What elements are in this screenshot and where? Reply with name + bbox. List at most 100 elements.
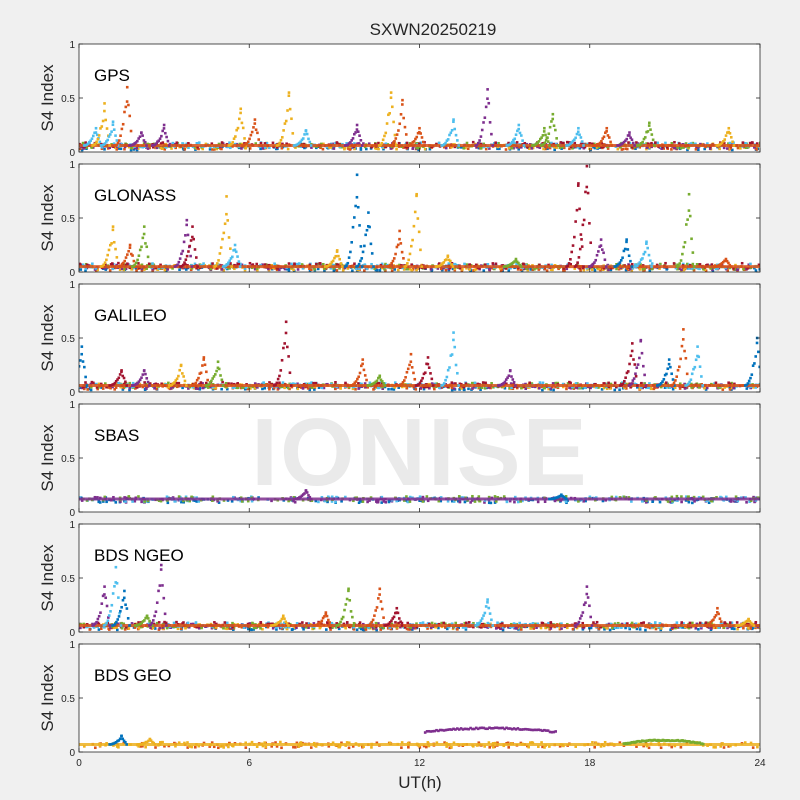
event-point (104, 118, 108, 122)
baseline-point (469, 501, 472, 504)
baseline-point (730, 386, 734, 390)
event-point (619, 259, 623, 262)
axes-background (79, 524, 760, 632)
event-point (745, 383, 748, 387)
baseline-point (426, 627, 429, 630)
baseline-point (105, 500, 108, 504)
baseline-point (666, 146, 669, 149)
event-point (573, 265, 577, 268)
baseline-point (749, 499, 753, 503)
axes-background (79, 164, 760, 272)
event-point (449, 354, 453, 357)
baseline-point (428, 386, 431, 390)
event-point (127, 249, 130, 253)
baseline-point (528, 147, 531, 150)
baseline-point (602, 386, 606, 390)
baseline-point (202, 262, 205, 265)
baseline-point (581, 386, 584, 390)
event-point (400, 250, 404, 254)
event-point (307, 494, 310, 497)
event-point (642, 364, 645, 368)
baseline-point (259, 141, 263, 145)
event-point (453, 345, 457, 349)
event-point (222, 231, 226, 235)
event-point (443, 258, 447, 262)
event-point (407, 144, 411, 147)
event-point (117, 376, 121, 380)
event-point (95, 140, 98, 144)
baseline-point (377, 141, 380, 145)
baseline-point (334, 500, 337, 504)
axes-background (79, 44, 760, 152)
baseline-point (119, 147, 123, 151)
baseline-point (625, 387, 628, 390)
event-point (190, 384, 194, 387)
baseline-point (184, 626, 187, 630)
baseline-point (314, 381, 318, 385)
event-point (580, 238, 583, 241)
baseline-point (729, 146, 733, 150)
baseline-point (499, 269, 503, 272)
event-point (678, 262, 682, 265)
baseline-point (493, 267, 496, 271)
baseline-point (440, 267, 443, 271)
baseline-point (229, 146, 232, 150)
baseline-point (562, 267, 565, 270)
event-point (578, 207, 581, 211)
baseline-point (335, 269, 339, 272)
event-point (276, 377, 280, 381)
baseline-point (483, 501, 486, 504)
event-point (73, 380, 76, 383)
event-point (602, 135, 606, 139)
baseline-point (303, 146, 306, 150)
scintillation-event (131, 369, 151, 387)
baseline-point (577, 500, 580, 503)
baseline-point (588, 266, 591, 270)
baseline-point (354, 387, 357, 391)
baseline-point (386, 627, 390, 630)
event-point (629, 259, 632, 263)
event-point (413, 377, 417, 381)
event-peak-point (253, 118, 257, 121)
event-point (416, 131, 420, 135)
baseline-point (437, 499, 441, 503)
event-point (555, 137, 558, 140)
event-point (184, 384, 188, 387)
baseline-point (326, 500, 329, 504)
baseline-point (731, 148, 734, 152)
baseline-point (471, 499, 474, 502)
event-point (456, 371, 459, 375)
baseline-point (266, 625, 270, 629)
event-point (191, 235, 194, 239)
data-layer (79, 563, 760, 632)
baseline-point (382, 500, 386, 503)
baseline-point (707, 501, 711, 505)
baseline-point (744, 496, 747, 499)
event-point (174, 379, 178, 382)
event-point (414, 137, 417, 141)
scintillation-event (128, 131, 148, 147)
baseline-point (197, 141, 201, 144)
baseline-point (676, 499, 679, 502)
baseline-point (312, 381, 315, 385)
event-point (372, 265, 375, 268)
event-point (223, 265, 226, 268)
baseline-point (609, 266, 613, 270)
baseline-point (579, 386, 583, 390)
event-point (353, 132, 356, 136)
event-point (593, 261, 596, 264)
event-point (130, 143, 134, 147)
event-point (450, 353, 454, 356)
event-point (118, 265, 121, 268)
baseline-point (732, 267, 735, 270)
event-point (426, 362, 430, 366)
y-tick-label: 1 (69, 40, 75, 51)
event-point (643, 250, 647, 254)
baseline-point (335, 263, 339, 266)
event-point (685, 372, 689, 376)
baseline-point (108, 146, 111, 150)
y-tick-label: 0 (69, 148, 75, 159)
baseline-point (609, 382, 613, 386)
event-point (618, 261, 622, 264)
event-point (99, 127, 102, 130)
